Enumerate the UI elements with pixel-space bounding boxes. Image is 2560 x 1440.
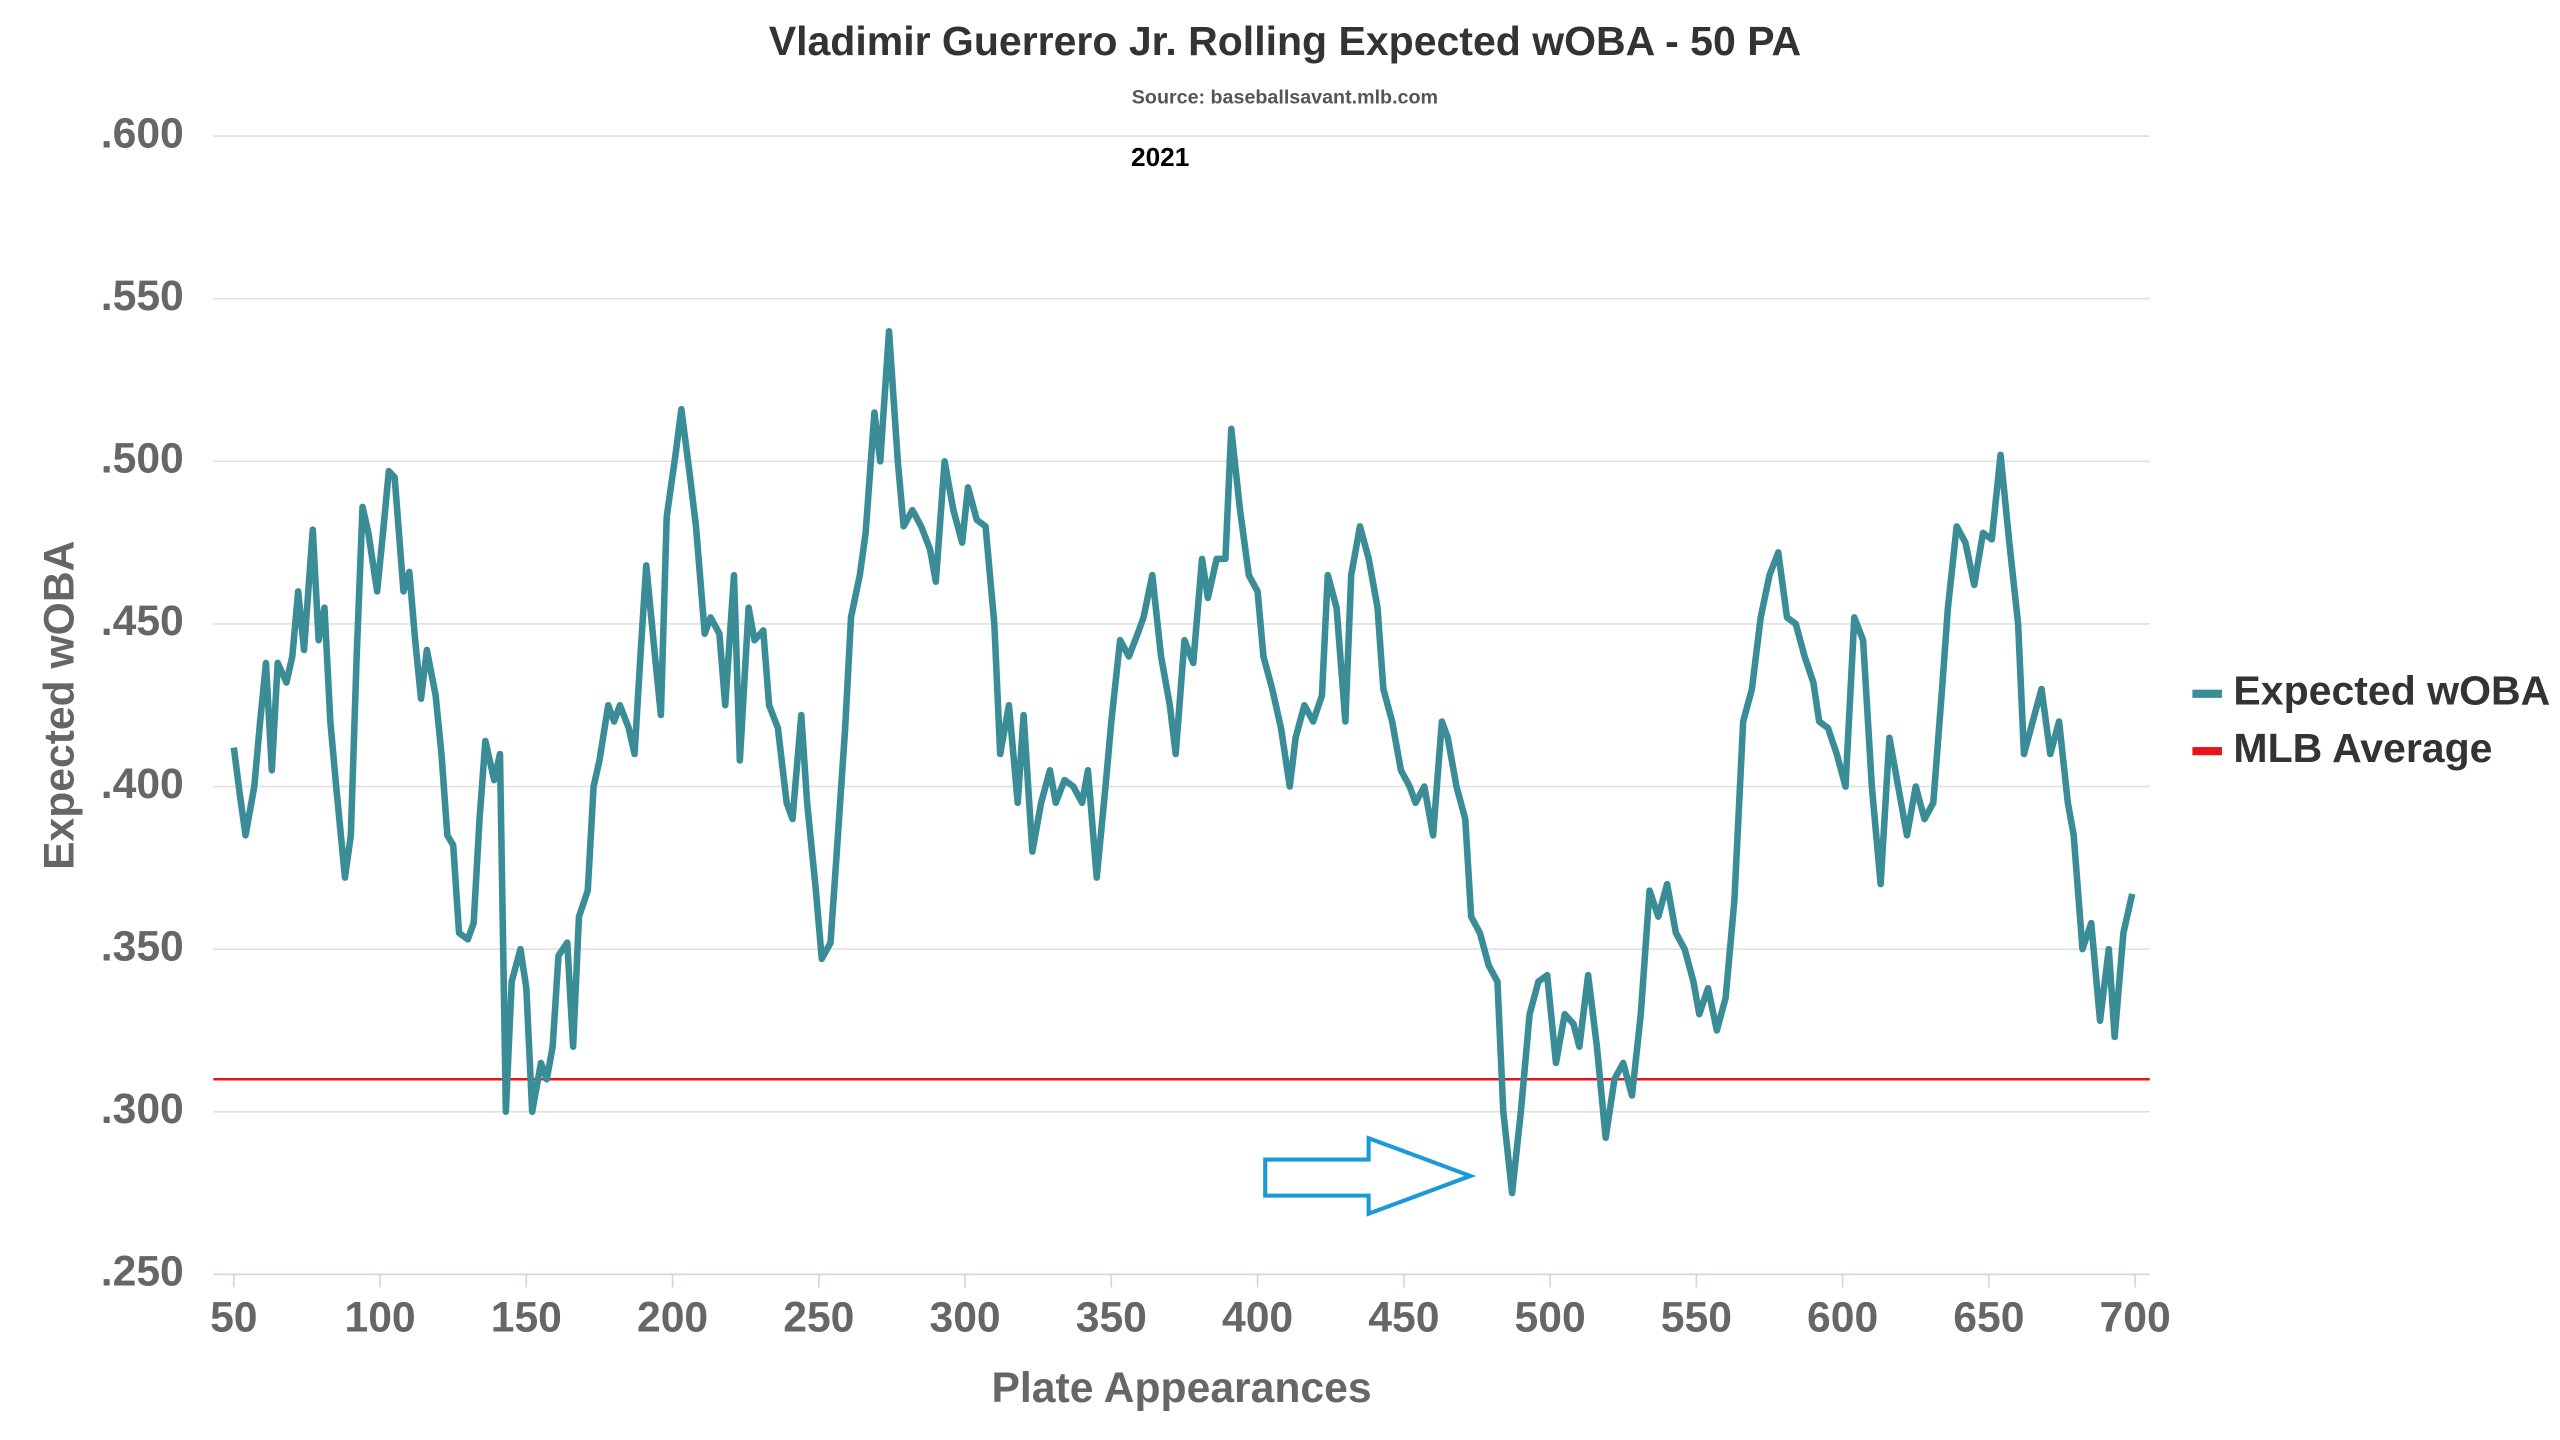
legend-label: MLB Average	[2233, 725, 2492, 771]
legend-swatch	[2192, 747, 2222, 756]
x-tick-label: 700	[2100, 1294, 2171, 1342]
y-tick-label: .600	[101, 109, 184, 157]
data-line	[230, 327, 2136, 1197]
legend-label: Expected wOBA	[2233, 668, 2550, 714]
y-axis-label: Expected wOBA	[36, 541, 84, 870]
arrow	[1263, 1135, 1477, 1217]
annotation: 2021	[1131, 142, 1189, 172]
x-tick-label: 550	[1661, 1294, 1732, 1342]
x-axis-label: Plate Appearances	[991, 1364, 1371, 1412]
y-tick-label: .400	[101, 760, 184, 808]
chart-subtitle: Source: baseballsavant.mlb.com	[1132, 87, 1438, 109]
chart-title: Vladimir Guerrero Jr. Rolling Expected w…	[769, 18, 1801, 64]
x-tick-label: 650	[1953, 1294, 2024, 1342]
x-tick-label: 150	[491, 1294, 562, 1342]
y-tick-label: .250	[101, 1248, 184, 1296]
x-tick-label: 350	[1076, 1294, 1147, 1342]
x-tick-label: 450	[1368, 1294, 1439, 1342]
legend-swatch	[2192, 689, 2222, 698]
y-tick-label: .300	[101, 1085, 184, 1133]
x-tick-label: 50	[210, 1294, 257, 1342]
x-tick-label: 250	[783, 1294, 854, 1342]
x-tick-label: 500	[1515, 1294, 1586, 1342]
x-tick-label: 400	[1222, 1294, 1293, 1342]
x-tick-label: 100	[344, 1294, 415, 1342]
x-tick-label: 200	[637, 1294, 708, 1342]
y-tick-label: .450	[101, 597, 184, 645]
y-tick-label: .500	[101, 435, 184, 483]
y-tick-label: .550	[101, 272, 184, 320]
y-tick-label: .350	[101, 922, 184, 970]
x-tick-label: 300	[929, 1294, 1000, 1342]
x-tick-label: 600	[1807, 1294, 1878, 1342]
